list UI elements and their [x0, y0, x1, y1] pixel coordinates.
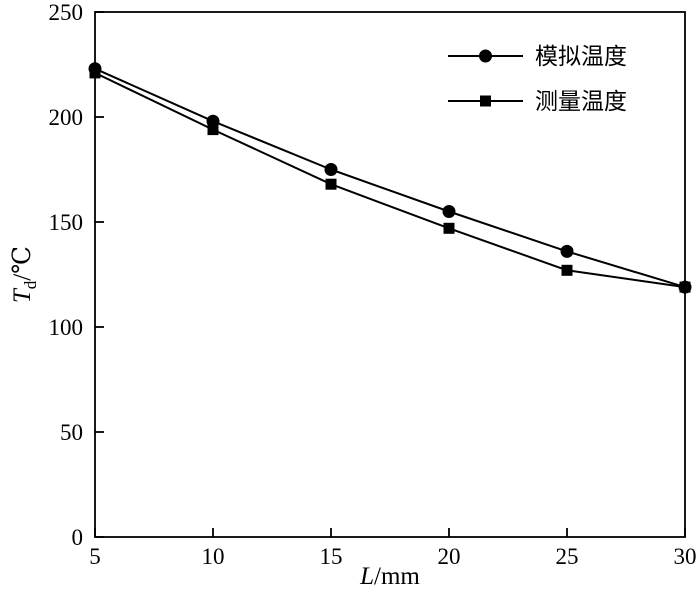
plot-border — [94, 11, 686, 538]
y-tick-label: 150 — [49, 210, 84, 235]
series-line-1 — [94, 71, 686, 289]
x-tick-label: 10 — [202, 544, 225, 569]
y-tick-label: 0 — [72, 525, 84, 550]
y-axis-label: Td/℃ — [9, 246, 40, 303]
x-tick-label: 30 — [674, 544, 697, 569]
circle-legend-marker — [479, 49, 492, 63]
legend-label: 模拟温度 — [535, 44, 627, 69]
y-tick-label: 200 — [49, 105, 84, 130]
circle-marker — [324, 163, 338, 176]
x-axis-label: L/mm — [359, 563, 420, 590]
square-legend-marker — [480, 95, 491, 107]
x-tick-label: 5 — [89, 544, 101, 569]
square-marker — [679, 281, 691, 293]
square-marker — [89, 67, 101, 79]
y-tick-label: 250 — [49, 0, 84, 25]
square-marker — [561, 264, 573, 276]
x-tick-label: 20 — [438, 544, 461, 569]
legend-item: 模拟温度 — [448, 44, 627, 69]
legend-item: 测量温度 — [448, 89, 627, 114]
square-marker — [325, 178, 337, 190]
x-tick-label: 15 — [320, 544, 343, 569]
circle-marker — [560, 244, 574, 258]
x-tick-label: 25 — [556, 544, 579, 569]
y-tick-label: 100 — [49, 315, 84, 340]
circle-marker — [442, 205, 456, 218]
square-marker — [207, 124, 219, 136]
square-marker — [443, 222, 455, 234]
legend-label: 测量温度 — [535, 89, 627, 114]
y-tick-label: 50 — [60, 420, 83, 445]
series-line-0 — [94, 67, 686, 289]
